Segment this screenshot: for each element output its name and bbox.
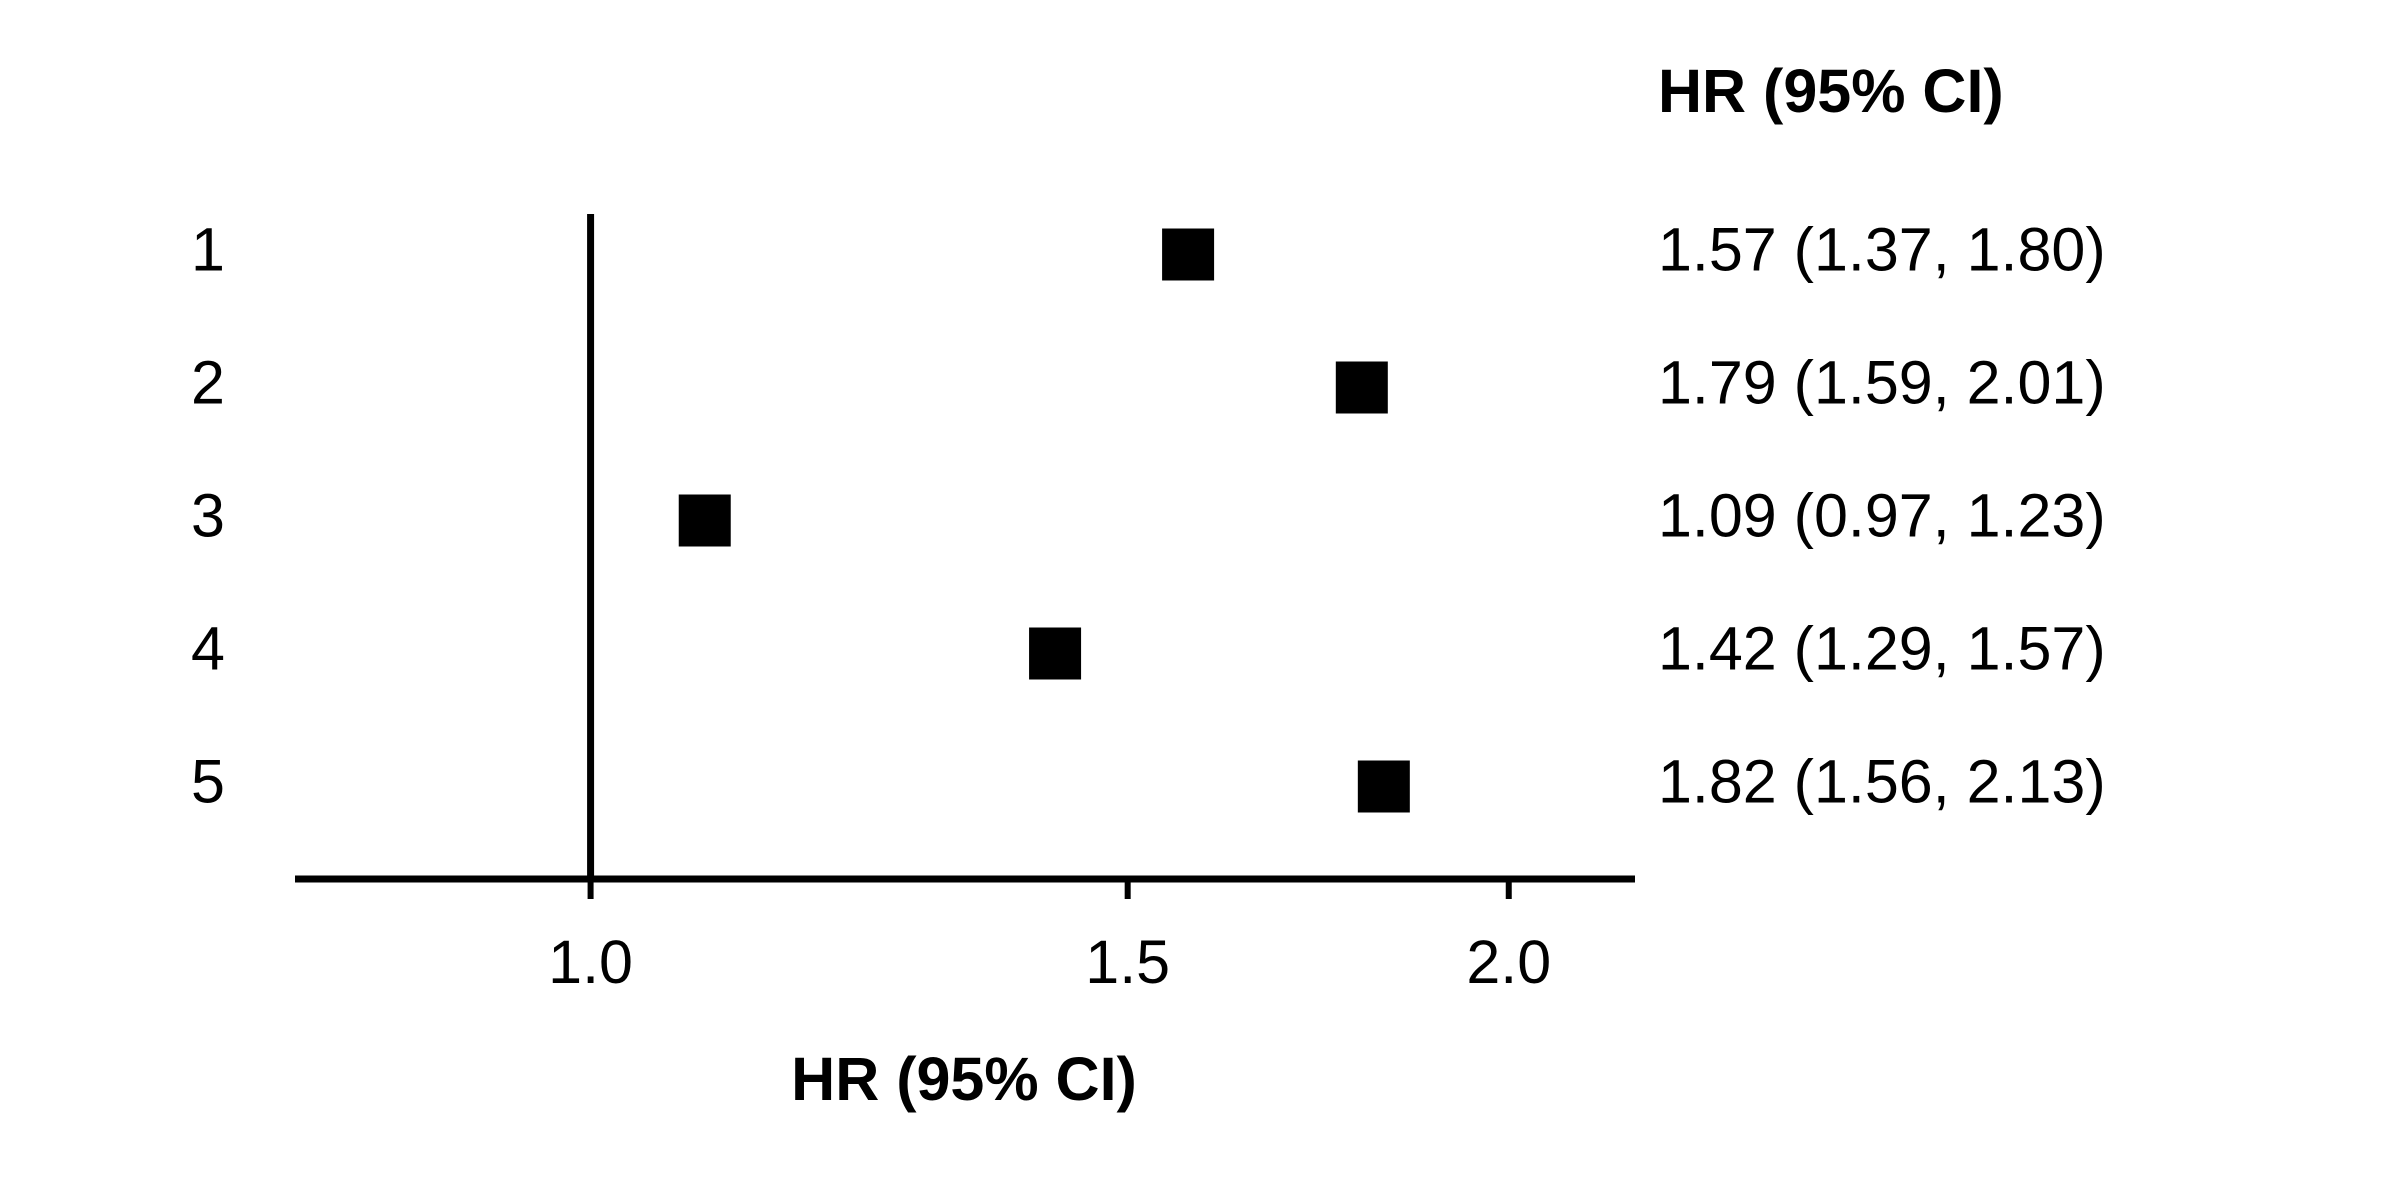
estimate-label: 1.42 (1.29, 1.57) — [1658, 615, 2106, 683]
row-label: 5 — [191, 748, 225, 816]
column-header: HR (95% CI) — [1658, 57, 2004, 125]
point-estimate — [1029, 627, 1082, 680]
estimate-label: 1.82 (1.56, 2.13) — [1658, 748, 2106, 816]
point-estimate — [1335, 361, 1388, 414]
row-label: 4 — [191, 615, 225, 683]
x-tick-label: 2.0 — [1466, 928, 1551, 996]
point-estimate — [678, 494, 731, 547]
row-label: 3 — [191, 482, 225, 550]
x-tick-label: 1.0 — [548, 928, 633, 996]
x-tick-label: 1.5 — [1085, 928, 1170, 996]
estimate-label: 1.57 (1.37, 1.80) — [1658, 216, 2106, 284]
row-label: 1 — [191, 216, 225, 284]
point-estimate — [1357, 760, 1410, 813]
estimate-label: 1.79 (1.59, 2.01) — [1658, 349, 2106, 417]
row-label: 2 — [191, 349, 225, 417]
estimate-label: 1.09 (0.97, 1.23) — [1658, 482, 2106, 550]
point-estimate — [1162, 228, 1215, 281]
x-axis-label: HR (95% CI) — [791, 1045, 1137, 1113]
